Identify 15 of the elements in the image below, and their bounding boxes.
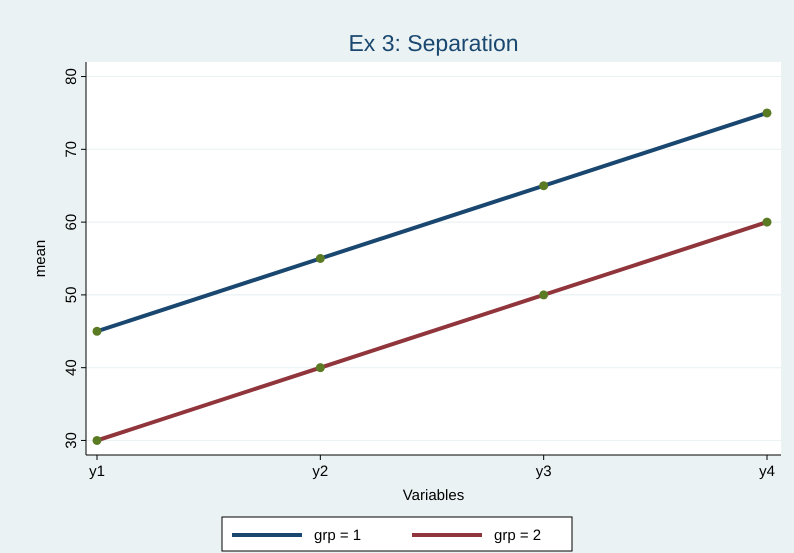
legend-label: grp = 2 xyxy=(494,527,542,544)
y-tick-label: 80 xyxy=(63,68,80,85)
y-axis-title: mean xyxy=(32,240,49,278)
x-tick-label: y4 xyxy=(759,463,775,480)
y-tick-label: 70 xyxy=(63,140,80,158)
x-axis-title: Variables xyxy=(402,487,464,504)
y-tick-label: 60 xyxy=(63,214,80,230)
x-tick-label: y2 xyxy=(312,463,328,480)
x-tick-label: y3 xyxy=(536,463,552,480)
chart-title: Ex 3: Separation xyxy=(348,30,519,56)
y-tick-label: 50 xyxy=(63,286,80,304)
legend-label: grp = 1 xyxy=(314,527,362,544)
y-tick-label: 40 xyxy=(63,359,80,376)
y-tick-label: 30 xyxy=(63,432,80,449)
x-tick-label: y1 xyxy=(89,463,105,480)
